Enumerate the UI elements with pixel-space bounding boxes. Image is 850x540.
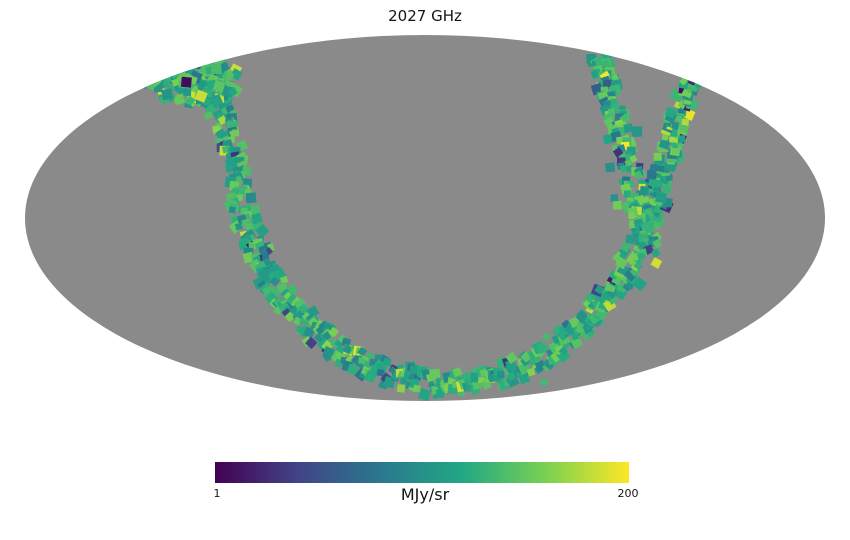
chart-title: 2027 GHz (388, 7, 462, 25)
colorbar-tick-min: 1 (213, 487, 221, 500)
colorbar-label: MJy/sr (400, 485, 450, 504)
colorbar-gradient (215, 462, 629, 483)
colorbar-tick-max: 200 (617, 487, 639, 500)
